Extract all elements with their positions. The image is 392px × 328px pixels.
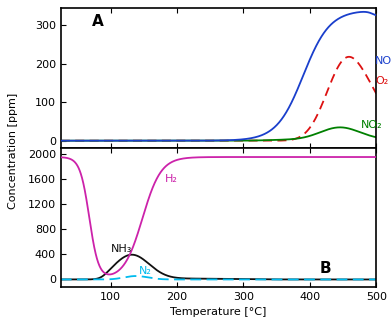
- Text: NO₂: NO₂: [360, 120, 382, 131]
- Text: B: B: [319, 261, 331, 276]
- Text: A: A: [93, 14, 104, 29]
- Text: NH₃: NH₃: [111, 244, 132, 255]
- Text: N₂: N₂: [139, 266, 152, 277]
- Text: NO: NO: [375, 56, 392, 66]
- X-axis label: Temperature [°C]: Temperature [°C]: [171, 307, 267, 318]
- Text: Concentration [ppm]: Concentration [ppm]: [8, 93, 18, 209]
- Text: O₂: O₂: [375, 76, 388, 86]
- Text: H₂: H₂: [165, 174, 178, 183]
